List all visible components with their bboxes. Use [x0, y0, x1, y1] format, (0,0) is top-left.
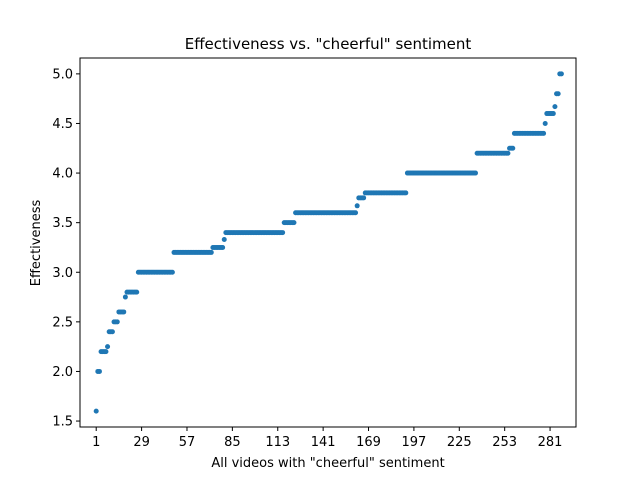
x-tick-label: 253 [492, 435, 517, 450]
x-tick-label: 225 [447, 435, 472, 450]
chart-title: Effectiveness vs. "cheerful" sentiment [185, 35, 472, 53]
data-point [505, 150, 511, 156]
data-point [109, 329, 115, 335]
y-tick-label: 4.5 [52, 117, 73, 132]
data-point [93, 408, 99, 414]
data-point [122, 294, 128, 300]
data-point [291, 220, 297, 226]
data-point [220, 244, 226, 250]
data-point [121, 309, 127, 315]
data-point [280, 230, 286, 236]
x-axis-label: All videos with "cheerful" sentiment [211, 456, 444, 471]
x-axis-ticks: 1 29 57 85 113 141 169 197 225 253 281 [92, 427, 562, 450]
y-tick-label: 5.0 [52, 67, 73, 82]
y-axis-ticks: 1.5 2.0 2.5 3.0 3.5 4.0 4.5 5.0 [52, 67, 80, 430]
plot-frame [79, 57, 577, 428]
data-point [96, 368, 102, 374]
data-point [473, 170, 478, 176]
data-point [361, 195, 367, 201]
y-axis-label: Effectiveness [29, 200, 44, 287]
data-point [353, 210, 359, 216]
x-tick-label: 85 [224, 435, 241, 450]
y-tick-label: 2.0 [52, 365, 73, 380]
y-tick-label: 1.5 [52, 415, 73, 430]
data-point [542, 120, 548, 126]
data-point [103, 349, 109, 355]
x-tick-label: 1 [92, 435, 100, 450]
data-point [105, 344, 111, 350]
data-point [550, 111, 556, 117]
data-point [354, 203, 360, 209]
data-point [552, 104, 558, 110]
x-tick-label: 113 [265, 435, 290, 450]
data-point [134, 289, 140, 295]
data-point [221, 237, 227, 243]
data-point [510, 145, 516, 151]
data-point [403, 190, 409, 196]
y-tick-label: 3.0 [52, 266, 73, 281]
y-tick-label: 2.5 [52, 315, 73, 330]
data-points [93, 71, 564, 414]
data-point [555, 91, 561, 97]
x-tick-label: 141 [311, 435, 336, 450]
data-point [114, 319, 120, 325]
x-tick-label: 169 [356, 435, 381, 450]
x-tick-label: 197 [401, 435, 426, 450]
x-tick-label: 57 [179, 435, 196, 450]
x-tick-label: 29 [133, 435, 150, 450]
data-point [558, 71, 564, 77]
x-tick-label: 281 [538, 435, 563, 450]
data-point [541, 130, 547, 136]
data-point [208, 249, 214, 255]
y-tick-label: 4.0 [52, 167, 73, 182]
y-tick-label: 3.5 [52, 216, 73, 231]
data-point [169, 269, 175, 275]
